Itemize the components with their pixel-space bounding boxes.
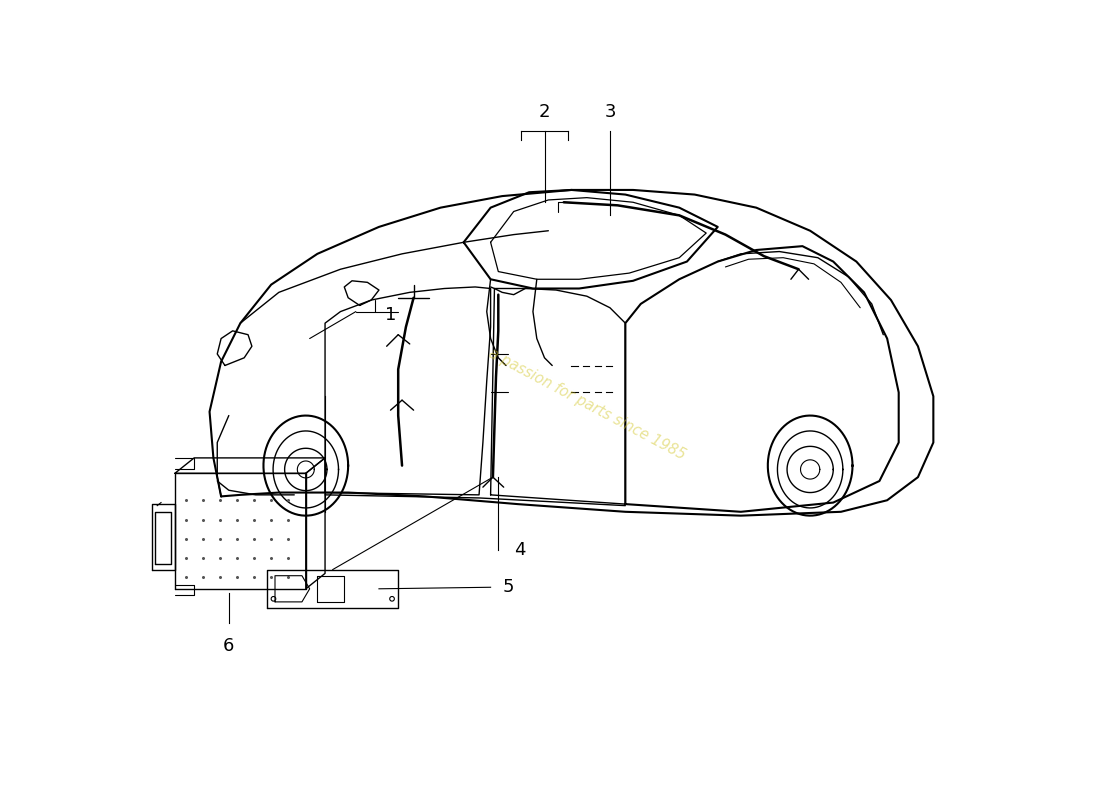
Text: 4: 4: [514, 542, 525, 559]
Text: 6: 6: [223, 637, 234, 654]
Text: 3: 3: [604, 102, 616, 121]
Text: 1: 1: [385, 306, 396, 325]
Text: 2: 2: [539, 102, 550, 121]
Text: 5: 5: [502, 578, 514, 596]
Text: a passion for parts since 1985: a passion for parts since 1985: [486, 346, 688, 462]
